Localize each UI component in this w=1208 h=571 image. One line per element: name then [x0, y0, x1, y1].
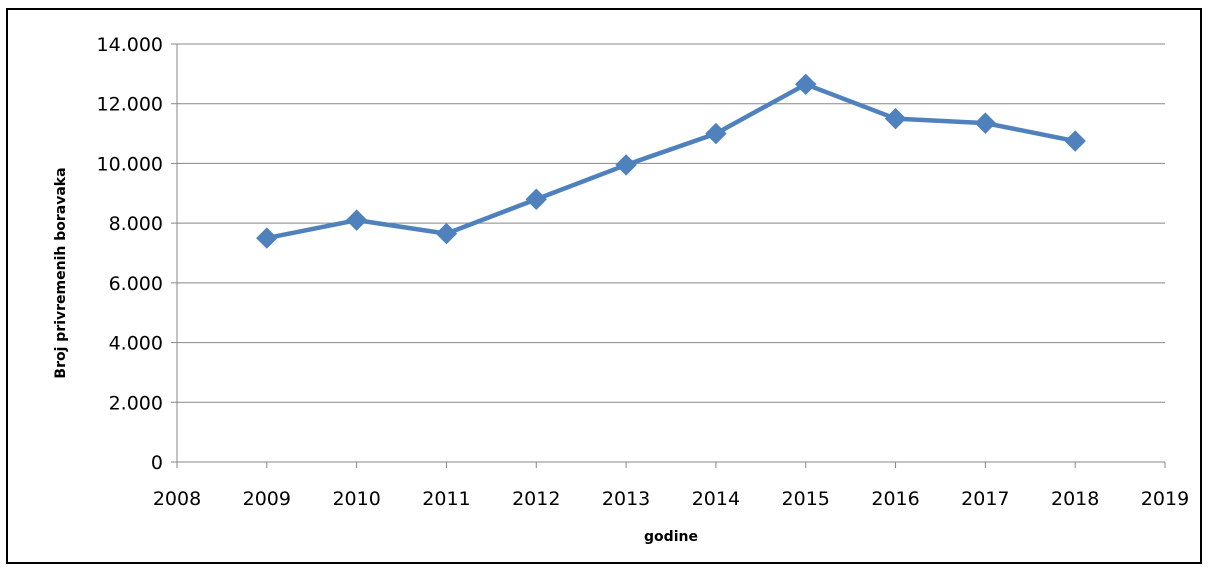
y-axis-title: Broj privremenih boravaka — [53, 167, 69, 378]
y-tick-label: 6.000 — [109, 273, 163, 295]
x-tick-label: 2013 — [602, 488, 650, 510]
x-tick-label: 2009 — [243, 488, 291, 510]
data-point — [884, 107, 907, 130]
data-point — [435, 222, 458, 245]
gridlines — [177, 43, 1165, 403]
y-tick-label: 10.000 — [97, 153, 163, 175]
data-point — [795, 73, 817, 96]
data-point — [1064, 130, 1086, 152]
x-axis-title: godine — [644, 529, 698, 545]
y-tick-label: 14.000 — [97, 34, 163, 56]
x-tick-label: 2015 — [782, 488, 830, 510]
y-tick-label: 12.000 — [97, 94, 163, 116]
data-point — [345, 209, 368, 231]
data-point — [256, 227, 278, 249]
x-tick-label: 2017 — [961, 488, 1009, 510]
chart-frame — [6, 8, 1202, 564]
data-point — [974, 112, 997, 134]
x-tick-label: 2010 — [332, 488, 380, 510]
x-tick-label: 2012 — [512, 488, 560, 510]
series-line — [266, 82, 1076, 241]
x-tick-label: 2014 — [692, 488, 740, 510]
x-tick-label: 2019 — [1141, 488, 1189, 510]
x-tick-label: 2008 — [153, 488, 201, 510]
y-tick-label: 2.000 — [109, 392, 163, 414]
x-tick-label: 2016 — [871, 488, 919, 510]
y-tick-label: 0 — [151, 452, 163, 474]
y-tick-label: 8.000 — [109, 213, 163, 235]
x-tick-label: 2018 — [1051, 488, 1099, 510]
series-group — [256, 73, 1086, 249]
y-tick-label: 4.000 — [109, 333, 163, 355]
x-tick-labels: 2008 2009 2010 2011 2012 2013 2014 2015 2016 2017… — [153, 488, 1189, 510]
axes — [171, 43, 1166, 468]
x-tick-label: 2011 — [422, 488, 470, 510]
y-tick-labels: 0 2.000 4.000 6.000 8.000 10.000 12.000 14.000 — [97, 34, 163, 474]
data-point — [705, 122, 727, 145]
data-point — [615, 154, 637, 176]
data-point — [525, 188, 547, 210]
